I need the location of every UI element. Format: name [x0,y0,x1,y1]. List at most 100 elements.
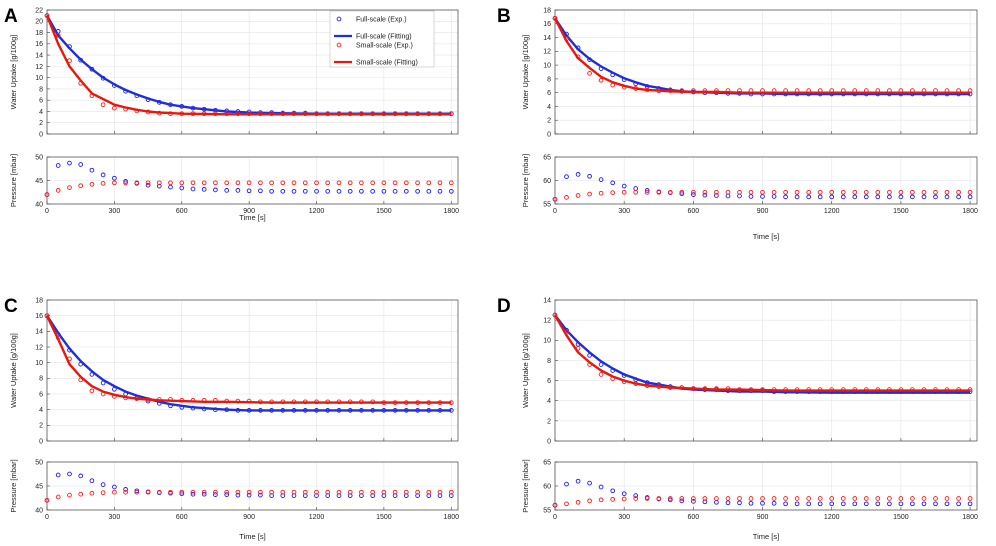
panel-c-upper-full-fit-line [45,315,452,412]
panel-b-lower-ytick-label: 55 [543,201,551,208]
panel-c-lower-small-exp-point [291,489,297,495]
panel-b-lower-small-exp-point [667,189,673,195]
panel-a-lower-small-exp-point [89,181,95,187]
panel-d-lower-small-exp-point [760,496,765,501]
panel-d-upper-ytick-label: 4 [547,398,551,405]
panel-a-upper-ytick-label: 0 [39,131,43,138]
panel-b-lower-small-exp-point [875,189,881,195]
panel-a-upper-ytick-label: 10 [35,75,43,82]
panel-a-lower-small-exp-point [112,180,117,186]
panel-c-lower-full-exp-point [89,478,95,484]
panel-a-upper-ytick-label: 14 [35,52,43,59]
panel-d-lower-small-exp-point [702,496,708,501]
panel-c-upper-frame [46,299,459,442]
panel-c-upper-small-fit-line [45,315,452,404]
panel-c-lower-small-exp-point [302,489,308,495]
panel-b-lower-small-exp-point [587,191,592,197]
panel-a-lower-full-exp-point [437,188,443,194]
panel-c-lower-full-exp-point [67,471,72,477]
panel-b-lower-xtick-label: 1200 [824,208,840,215]
panel-a-lower-full-exp-point [55,163,61,168]
panel-b-lower-full-exp-point [863,194,869,200]
panel-c-lower-small-exp-point [314,489,319,495]
panel-a-lower-ytick-label: 45 [35,178,43,185]
panel-d-lower-full-exp-point [921,501,927,507]
panel-d-lower-small-exp-point [956,496,961,501]
panel-c-lower-full-exp-point [258,492,263,498]
panel-a-lower-small-exp-point [381,180,387,186]
panel-a-upper-small-exp-point [112,105,117,111]
panel-b-lower-full-exp-point [840,194,846,200]
panel-c-lower-small-exp-point [156,489,162,495]
panel-d-lower-small-exp-point [748,496,754,501]
panel-a-upper-ytick-label: 8 [39,86,43,93]
panel-d-upper-ylabel: Water Uptake [g/100g] [521,333,530,408]
panel-d-lower-small-exp-point [875,496,881,501]
panel-b-lower-small-exp-point [702,189,708,195]
panel-b-lower-full-exp-point [898,194,904,200]
panel-d-lower-full-exp-point [863,501,869,507]
panel-d-upper-small-exp-point [598,372,604,377]
panel-a: A 0 2 4 6 8 10 12 14 16 18 20 22 Water Uptake [g/100g… [4,6,459,222]
panel-d-lower-small-exp-point [887,496,892,501]
panel-a-lower-full-exp-point [403,188,409,194]
panel-a-lower-full-exp-point [246,188,252,194]
panel-b-lower-small-exp-point [748,189,754,195]
panel-a-lower-full-exp-point [78,162,84,167]
panel-a-lower-small-exp-point [44,192,50,197]
panel-b-upper-ytick-label: 0 [547,131,551,138]
panel-a-lower-full-exp-point [179,185,185,191]
panel-c-lower-full-exp-point [100,482,106,487]
panel-d-lower-small-exp-point [587,498,592,504]
legend-box [329,10,435,68]
panel-d-lower-small-exp-point [552,502,558,508]
panel-a-lower-full-exp-point [291,188,297,194]
panel-c-lower-xtick-label: 1200 [309,514,325,521]
panel-b-lower-ytick-label: 65 [543,154,551,161]
panel-b-lower-full-exp-point [921,194,927,200]
panel-b-lower-small-exp-point [598,190,604,196]
panel-b-lower-full-exp-point [575,172,581,177]
panel-b-lower-full-exp-point [933,194,938,200]
panel-d-lower-full-exp-point [760,500,765,506]
panel-d-lower-small-exp-point [575,499,581,505]
panel-a-lower-full-exp-point [370,188,376,194]
panel-d-lower-full-exp-point [725,500,731,506]
panel-a-lower-small-exp-point [269,180,274,186]
panel-d-lower-small-exp-point [944,496,950,501]
panel-c-lower-small-exp-point [381,489,387,495]
panel-d-upper-ytick-label: 0 [547,438,551,445]
panel-d-lower-full-exp-point [610,488,616,494]
panel-b-lower-small-exp-point [933,189,938,195]
panel-b-lower-full-exp-point [621,183,627,189]
panel-b-lower-small-exp-point [656,189,662,195]
panel-c-lower-small-exp-point [179,489,185,495]
panel-b-lower-small-exp-point [737,189,742,195]
panel-d-lower-full-exp-point [783,501,788,507]
panel-d-upper-ytick-label: 14 [543,297,551,304]
panel-c-upper-ytick-label: 12 [35,344,43,351]
panel-b-letter: B [497,6,511,27]
panel-a-lower-small-exp-point [100,180,106,186]
panel-a-lower-small-exp-point [67,185,72,190]
panel-d-lower-full-exp-point [691,499,696,504]
panel-a-lower-full-exp-point [426,188,432,194]
panel-c-upper-small-exp-point [89,388,95,394]
panel-c-lower-small-exp-point [100,490,106,496]
panel-d-lower-full-exp-point [771,500,777,506]
panel-d-lower-full-exp-point [564,481,569,487]
panel-a-upper-ytick-label: 4 [39,109,43,116]
panel-a-lower-small-exp-point [190,180,196,186]
panel-a-lower-xtick-label: 300 [109,208,121,215]
panel-b-lower-full-exp-point [875,194,881,200]
panel-b: B 0 2 4 6 8 10 12 14 16 18 Water Uptake [g/100g] 55 6… [497,6,978,241]
panel-c-lower-small-exp-point [258,489,263,495]
panel-d-lower-xtick-label: 300 [618,514,630,521]
panel-b-lower-small-exp-point [771,189,777,195]
panel-c-lower-small-exp-point [325,489,331,495]
panel-d-letter: D [497,296,511,317]
panel-d-upper-ytick-label: 6 [547,378,551,385]
panel-b-lower-full-exp-point [702,192,708,198]
panel-b-lower-small-exp-point [564,195,569,200]
